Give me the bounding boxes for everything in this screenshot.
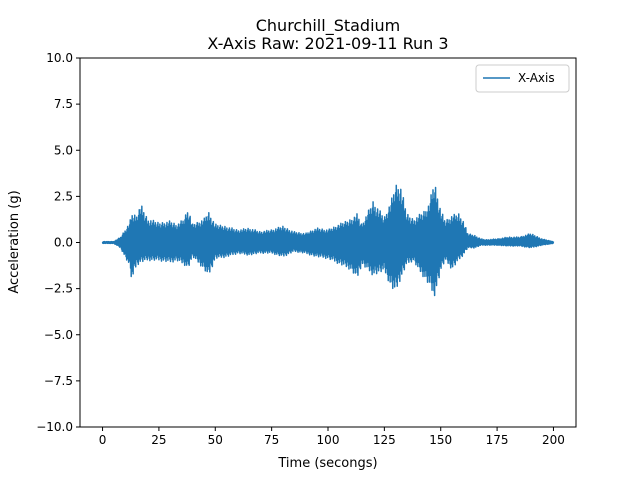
chart-subtitle: X-Axis Raw: 2021-09-11 Run 3	[207, 34, 448, 53]
y-tick-label: 5.0	[54, 143, 73, 157]
x-tick-label: 0	[99, 433, 107, 447]
y-tick-label: −5.0	[44, 328, 73, 342]
x-tick-label: 150	[429, 433, 452, 447]
legend-box	[475, 64, 570, 93]
y-tick-label: 2.5	[54, 189, 73, 203]
legend: X-Axis	[475, 64, 570, 93]
x-tick-label: 25	[151, 433, 166, 447]
y-tick-label: −2.5	[44, 282, 73, 296]
x-tick-label: 75	[264, 433, 279, 447]
y-tick-label: −10.0	[36, 420, 73, 434]
plot-area	[101, 184, 555, 297]
y-tick-label: −7.5	[44, 374, 73, 388]
y-tick-label: 10.0	[46, 51, 73, 65]
y-tick-label: 7.5	[54, 97, 73, 111]
series-line	[101, 184, 555, 297]
x-axis-label: Time (secongs)	[277, 456, 377, 471]
x-tick-label: 50	[208, 433, 223, 447]
chart-title: Churchill_Stadium	[256, 16, 401, 36]
axes: 0 25 50 75 100 125 150 175 200 −10.0 −7.5 −5.0 −2.5 0…	[36, 51, 577, 447]
x-tick-label: 125	[373, 433, 396, 447]
legend-label: X-Axis	[518, 71, 555, 85]
x-tick-label: 100	[317, 433, 340, 447]
x-tick-label: 175	[486, 433, 509, 447]
y-tick-label: 0.0	[54, 236, 73, 250]
y-axis-label: Acceleration (g)	[7, 190, 22, 293]
x-tick-label: 200	[542, 433, 565, 447]
